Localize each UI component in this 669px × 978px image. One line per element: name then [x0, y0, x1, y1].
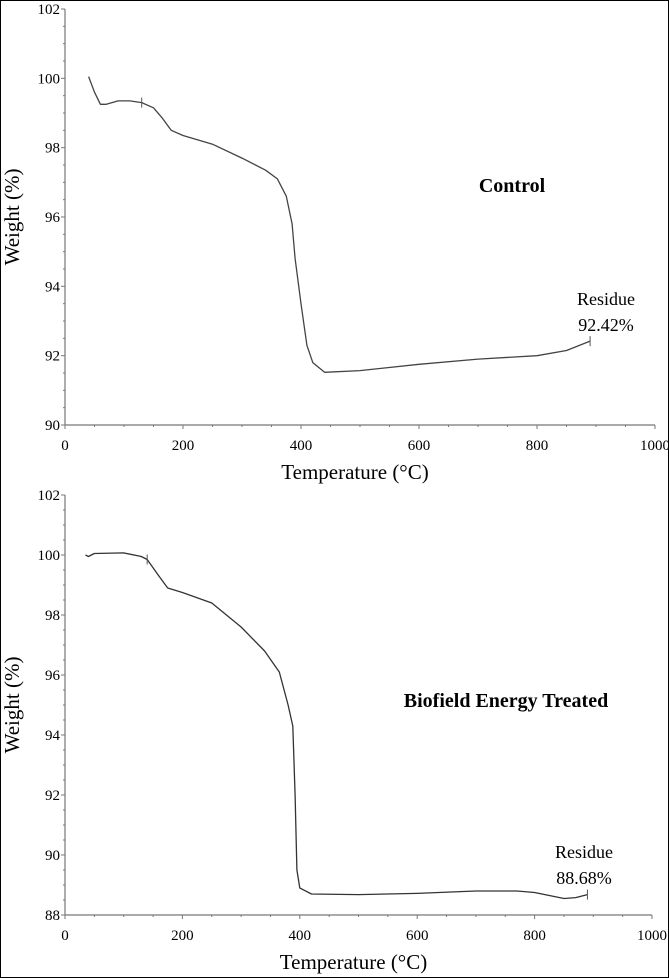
- residue-label: Residue: [555, 842, 613, 862]
- residue-value: 88.68%: [556, 868, 612, 888]
- x-tick-label: 0: [61, 928, 69, 944]
- residue-value: 92.42%: [578, 315, 634, 335]
- chart-control: 90 92 94 96 98 100 102 0 200 400 600 800 1000 Tempera…: [0, 2, 669, 484]
- y-tick-label: 102: [38, 488, 61, 504]
- y-tick-label: 100: [38, 71, 61, 87]
- y-tick-label: 92: [45, 349, 60, 365]
- x-tick-label: 0: [61, 438, 69, 454]
- x-tick-label: 600: [408, 438, 431, 454]
- x-tick-label: 600: [406, 928, 429, 944]
- weight-curve: [85, 552, 588, 900]
- y-tick-label: 102: [38, 2, 61, 18]
- x-tick-label: 800: [526, 438, 549, 454]
- chart-treated: 88 90 92 94 96 98 100 102 0 200 400 600 800 1000 Tempe…: [0, 488, 667, 974]
- x-tick-label: 200: [172, 438, 195, 454]
- y-axis-label: Weight (%): [0, 169, 24, 266]
- y-tick-label: 98: [45, 141, 60, 157]
- x-tick-label: 1000: [640, 438, 669, 454]
- y-tick-label: 90: [45, 418, 60, 434]
- x-tick-label: 800: [523, 928, 546, 944]
- residue-label: Residue: [577, 289, 635, 309]
- y-tick-label: 100: [38, 548, 61, 564]
- y-tick-label: 96: [45, 668, 61, 684]
- y-tick-label: 96: [45, 210, 61, 226]
- y-tick-label: 94: [45, 728, 61, 744]
- y-tick-label: 94: [45, 279, 61, 295]
- y-tick-label: 92: [45, 788, 60, 804]
- chart-title: Biofield Energy Treated: [404, 690, 608, 712]
- x-tick-label: 200: [171, 928, 194, 944]
- y-tick-label: 98: [45, 608, 60, 624]
- x-tick-label: 1000: [637, 928, 667, 944]
- chart-title: Control: [479, 175, 546, 197]
- y-tick-label: 90: [45, 848, 60, 864]
- x-tick-label: 400: [290, 438, 313, 454]
- x-axis-label: Temperature (°C): [280, 950, 427, 974]
- x-axis-label: Temperature (°C): [281, 460, 428, 484]
- weight-curve: [87, 76, 591, 373]
- x-tick-label: 400: [289, 928, 312, 944]
- y-axis-label: Weight (%): [0, 657, 24, 754]
- y-tick-label: 88: [45, 908, 60, 924]
